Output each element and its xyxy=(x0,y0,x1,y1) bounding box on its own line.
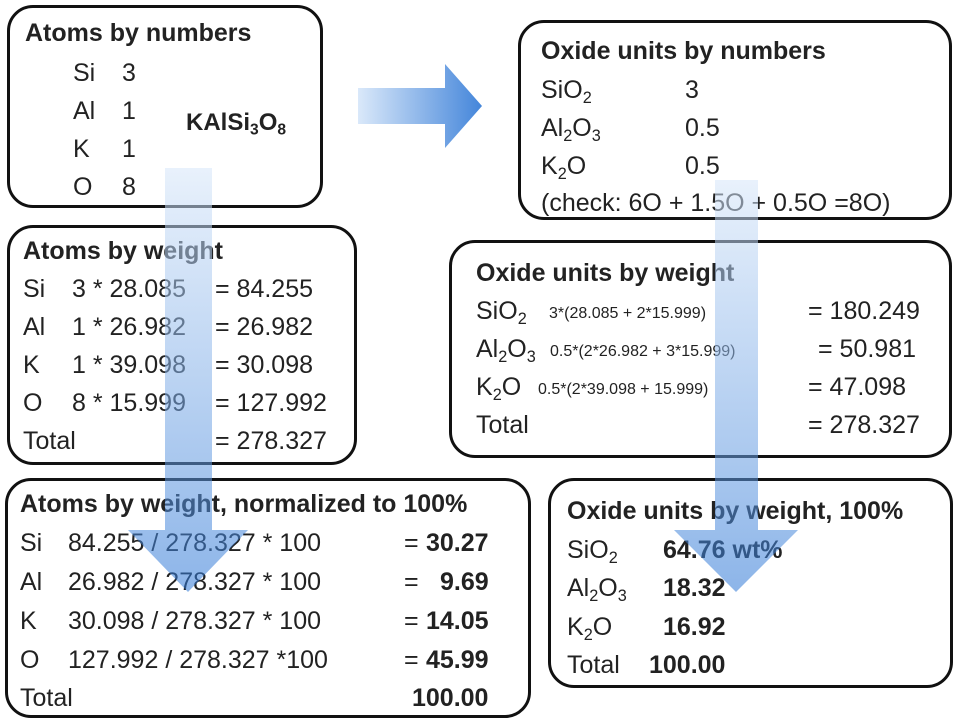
arrow-down-left xyxy=(128,168,248,592)
atom-o-count: 8 xyxy=(122,173,136,201)
weight-total-label: Total xyxy=(23,427,76,455)
ox100-k2o: K2O xyxy=(567,613,613,644)
atoms-normalized-box: Atoms by weight, normalized to 100% Si 8… xyxy=(5,478,531,718)
oxw-total-label: Total xyxy=(476,411,529,439)
weight-al-result: = 26.982 xyxy=(215,313,314,341)
oxide-k2o-count: 0.5 xyxy=(685,152,720,180)
atom-al: Al xyxy=(73,97,96,125)
oxw-k2o-result: = 47.098 xyxy=(808,373,907,401)
oxide-sio2-count: 3 xyxy=(685,76,699,104)
atoms-normalized-title: Atoms by weight, normalized to 100% xyxy=(20,490,468,518)
atom-o: O xyxy=(73,173,93,201)
weight-o-result: = 127.992 xyxy=(215,389,327,417)
norm-si-result: 30.27 xyxy=(426,529,489,557)
atom-k-count: 1 xyxy=(122,135,136,163)
atom-k: K xyxy=(73,135,90,163)
oxw-al2o3-result: = 50.981 xyxy=(818,335,917,363)
ox100-al2o3: Al2O3 xyxy=(567,574,627,605)
atom-al-count: 1 xyxy=(122,97,136,125)
oxide-100-box: Oxide units by weight, 100% SiO2 64.76 w… xyxy=(548,478,953,688)
ox100-sio2: SiO2 xyxy=(567,536,618,567)
oxw-k2o: K2O xyxy=(476,373,522,404)
formula: KAlSi3O8 xyxy=(186,109,287,139)
norm-al-label: Al xyxy=(20,568,43,596)
norm-k-expr: 30.098 / 278.327 * 100 xyxy=(68,607,322,635)
norm-al-eq: = xyxy=(404,568,419,596)
norm-al-result: 9.69 xyxy=(440,568,489,596)
oxide-al2o3: Al2O3 xyxy=(541,114,601,145)
weight-k-result: = 30.098 xyxy=(215,351,314,379)
oxide-al2o3-count: 0.5 xyxy=(685,114,720,142)
oxw-al2o3: Al2O3 xyxy=(476,335,536,366)
norm-k-eq: = xyxy=(404,607,419,635)
atom-si: Si xyxy=(73,59,96,87)
arrow-right xyxy=(358,64,482,148)
oxw-sio2: SiO2 xyxy=(476,297,527,328)
norm-k-result: 14.05 xyxy=(426,607,489,635)
norm-total: 100.00 xyxy=(412,684,489,712)
oxw-sio2-result: = 180.249 xyxy=(808,297,920,325)
norm-si-eq: = xyxy=(404,529,419,557)
oxide-units-by-weight-box: Oxide units by weight SiO2 3*(28.085 + 2… xyxy=(449,240,952,458)
weight-o-label: O xyxy=(23,389,43,417)
norm-k-label: K xyxy=(20,607,37,635)
weight-si-result: = 84.255 xyxy=(215,275,314,303)
norm-o-eq: = xyxy=(404,646,419,674)
ox100-k2o-value: 16.92 xyxy=(663,613,726,641)
norm-total-label: Total xyxy=(20,684,73,712)
norm-o-expr: 127.992 / 278.327 *100 xyxy=(68,646,328,674)
ox100-total-label: Total xyxy=(567,651,620,679)
norm-si-label: Si xyxy=(20,529,43,557)
atoms-by-numbers-title: Atoms by numbers xyxy=(25,19,252,47)
weight-k-label: K xyxy=(23,351,40,379)
weight-total: = 278.327 xyxy=(215,427,327,455)
atom-si-count: 3 xyxy=(122,59,136,87)
oxide-units-by-numbers-title: Oxide units by numbers xyxy=(541,37,826,65)
ox100-total: 100.00 xyxy=(649,651,726,679)
oxide-units-by-weight-title: Oxide units by weight xyxy=(476,259,735,287)
arrow-down-right xyxy=(674,180,798,592)
oxw-sio2-expr: 3*(28.085 + 2*15.999) xyxy=(549,305,707,322)
oxw-k2o-expr: 0.5*(2*39.098 + 15.999) xyxy=(538,381,709,398)
weight-al-label: Al xyxy=(23,313,46,341)
ox100-al2o3-value: 18.32 xyxy=(663,574,726,602)
oxide-sio2: SiO2 xyxy=(541,76,592,107)
oxw-total: = 278.327 xyxy=(808,411,920,439)
norm-o-result: 45.99 xyxy=(426,646,489,674)
oxide-units-by-numbers-box: Oxide units by numbers SiO2 3 Al2O3 0.5 … xyxy=(518,20,952,220)
oxw-al2o3-expr: 0.5*(2*26.982 + 3*15.999) xyxy=(550,343,736,360)
oxide-k2o: K2O xyxy=(541,152,587,183)
weight-si-label: Si xyxy=(23,275,46,303)
norm-o-label: O xyxy=(20,646,40,674)
